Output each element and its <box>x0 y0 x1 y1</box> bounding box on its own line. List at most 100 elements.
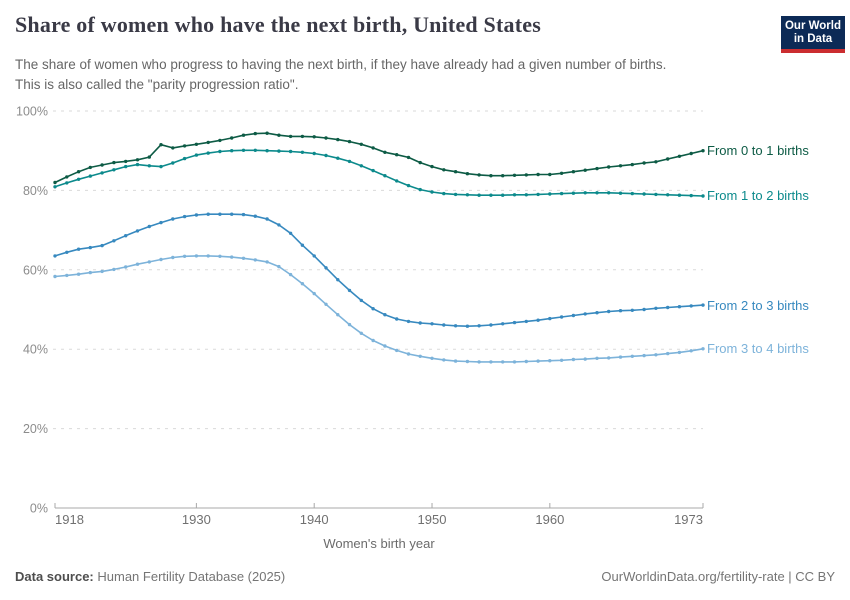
series-point <box>88 165 93 170</box>
series-point <box>418 354 422 358</box>
series-point <box>571 313 576 318</box>
series-point <box>524 193 528 197</box>
series-line-0[interactable] <box>54 132 704 184</box>
series-point <box>159 164 163 169</box>
series-point <box>642 192 646 196</box>
series-point <box>501 193 505 197</box>
series-point <box>182 214 187 219</box>
series-point <box>689 151 693 156</box>
series-point <box>430 164 434 169</box>
series-point <box>442 358 446 362</box>
series-point <box>406 183 411 188</box>
series-point <box>536 172 540 177</box>
series-point <box>265 260 269 264</box>
series-point <box>595 356 599 360</box>
series-point <box>288 272 293 277</box>
series-point <box>241 256 246 260</box>
series-point <box>548 359 552 363</box>
series-point <box>548 192 552 196</box>
series-point <box>218 254 222 258</box>
series-point <box>512 320 517 325</box>
series-point <box>418 187 422 192</box>
series-point <box>642 353 646 358</box>
series-point <box>65 181 69 185</box>
series-point <box>312 254 316 258</box>
series-point <box>312 291 316 296</box>
series-point <box>112 267 116 272</box>
series-point <box>159 143 163 147</box>
series-point <box>371 338 375 343</box>
series-label-0[interactable]: From 0 to 1 births <box>707 143 809 159</box>
series-point <box>607 356 611 360</box>
series-point <box>395 348 399 353</box>
series-point <box>347 288 352 293</box>
series-point <box>642 161 646 165</box>
series-point <box>253 214 257 218</box>
series-point <box>501 360 505 364</box>
series-point <box>536 192 540 197</box>
series-point <box>442 168 446 172</box>
series-label-3[interactable]: From 3 to 4 births <box>707 341 809 357</box>
series-point <box>512 193 517 197</box>
series-point <box>512 173 517 177</box>
series-point <box>654 160 658 164</box>
subtitle-line2: This is also called the "parity progress… <box>15 76 299 92</box>
series-line-2[interactable] <box>54 213 704 328</box>
chart-footer: Data source: Human Fertility Database (2… <box>15 569 835 584</box>
series-point <box>230 255 234 259</box>
series-point <box>618 164 623 168</box>
owid-logo[interactable]: Our World in Data <box>781 16 845 53</box>
series-point <box>135 162 140 167</box>
x-tick-label-1940: 1940 <box>300 512 329 527</box>
series-point <box>359 164 363 168</box>
series-point <box>206 254 210 258</box>
series-point <box>241 148 246 152</box>
series-point <box>701 303 705 307</box>
series-point <box>489 360 493 364</box>
series-point <box>465 324 470 328</box>
series-point <box>100 269 104 274</box>
series-label-1[interactable]: From 1 to 2 births <box>707 188 809 204</box>
series-point <box>253 148 257 152</box>
series-point <box>65 250 69 254</box>
series-point <box>88 174 93 178</box>
series-point <box>395 179 399 183</box>
series-point <box>347 322 352 327</box>
y-tick-label-80: 80% <box>23 184 48 198</box>
series-point <box>583 357 587 361</box>
series-point <box>501 174 505 178</box>
series-point <box>524 359 528 364</box>
series-point <box>347 159 352 164</box>
series-point <box>559 358 564 362</box>
owid-url-license[interactable]: OurWorldinData.org/fertility-rate | CC B… <box>601 569 835 584</box>
series-point <box>630 162 634 167</box>
series-point <box>336 137 340 142</box>
series-line-3[interactable] <box>54 255 704 363</box>
series-point <box>548 316 552 321</box>
series-point <box>595 166 599 171</box>
series-point <box>701 347 705 351</box>
series-point <box>135 262 140 266</box>
series-point <box>159 257 163 262</box>
series-point <box>430 356 434 360</box>
series-point <box>607 191 611 195</box>
series-point <box>312 151 316 156</box>
owid-logo-line2: in Data <box>793 33 833 45</box>
subtitle-line1: The share of women who progress to havin… <box>15 57 667 72</box>
series-point <box>489 174 493 178</box>
series-point <box>453 192 458 197</box>
series-point <box>383 150 387 154</box>
series-point <box>300 150 305 154</box>
series-point <box>312 135 316 139</box>
series-point <box>666 193 670 197</box>
series-point <box>666 305 670 310</box>
series-label-2[interactable]: From 2 to 3 births <box>707 297 809 313</box>
series-point <box>218 138 222 143</box>
series-line-1[interactable] <box>54 149 704 197</box>
series-point <box>288 149 293 154</box>
series-point <box>53 274 57 279</box>
series-point <box>524 319 528 324</box>
series-point <box>300 282 305 286</box>
